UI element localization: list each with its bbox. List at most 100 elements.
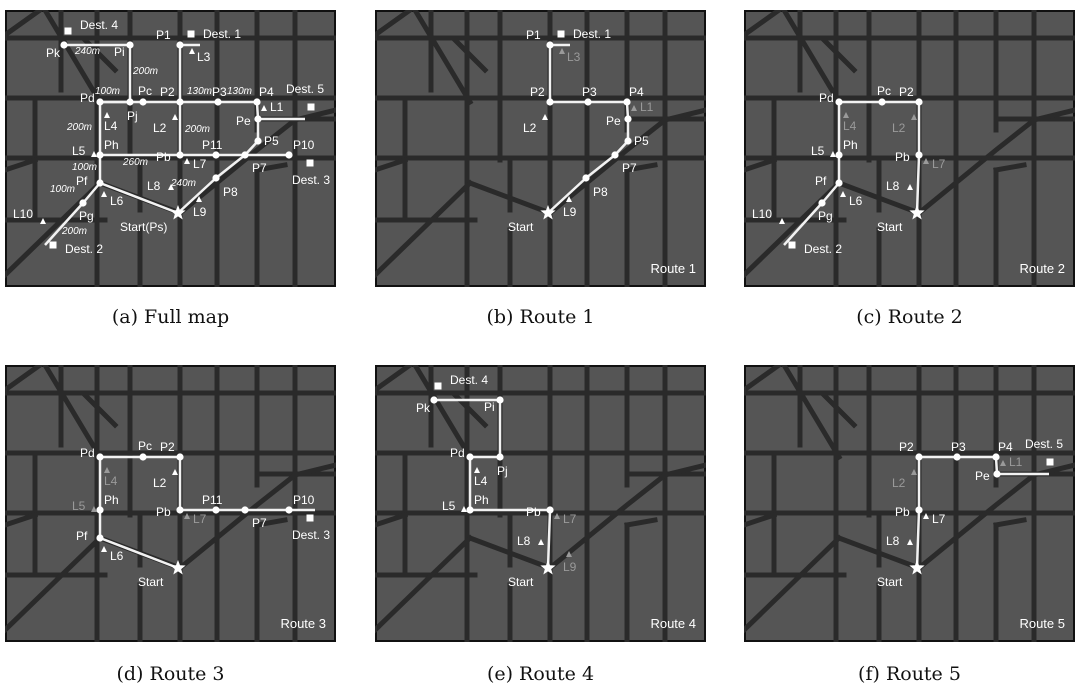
destination-marker bbox=[434, 382, 442, 390]
destination-label: Dest. 4 bbox=[80, 18, 118, 32]
waypoint-pj bbox=[126, 98, 134, 106]
waypoint-p4 bbox=[992, 453, 1000, 461]
road bbox=[375, 156, 409, 173]
waypoint-p2 bbox=[546, 98, 554, 106]
landmark-marker-l7 bbox=[923, 158, 929, 164]
waypoint-pb bbox=[176, 506, 184, 514]
route-corner-label: Route 1 bbox=[650, 261, 696, 276]
start-star-icon bbox=[170, 205, 186, 220]
waypoint-label: Pg bbox=[818, 209, 833, 223]
road bbox=[375, 534, 474, 634]
road bbox=[993, 517, 1027, 528]
waypoint-label: Pk bbox=[46, 46, 61, 60]
waypoint-pf bbox=[835, 179, 843, 187]
waypoint-label: P2 bbox=[160, 85, 175, 99]
landmark-marker-l1 bbox=[261, 105, 267, 111]
landmark-marker-l2 bbox=[172, 469, 178, 475]
distance-label: 200m bbox=[66, 122, 92, 133]
waypoint-p1 bbox=[176, 41, 184, 49]
road bbox=[466, 179, 554, 217]
waypoint-pd bbox=[96, 98, 104, 106]
panel-caption: (e) Route 4 bbox=[486, 663, 595, 685]
landmark-marker-l6 bbox=[101, 546, 107, 552]
waypoint-label: Pe bbox=[606, 114, 621, 128]
landmark-marker-l5 bbox=[91, 506, 97, 512]
road bbox=[744, 156, 778, 173]
start-star-icon bbox=[170, 560, 186, 575]
road bbox=[744, 179, 843, 279]
destination-marker bbox=[64, 27, 72, 35]
waypoint-label: Pe bbox=[975, 469, 990, 483]
map-background bbox=[375, 10, 706, 287]
landmark-label: L7 bbox=[193, 512, 207, 526]
distance-label: 200m bbox=[132, 66, 158, 77]
landmark-label: L2 bbox=[892, 476, 906, 490]
waypoint-ph bbox=[466, 506, 474, 514]
landmark-label: L1 bbox=[640, 100, 654, 114]
start-star-icon bbox=[909, 560, 925, 575]
waypoint-pe bbox=[993, 470, 1001, 478]
landmark-label: L5 bbox=[442, 499, 456, 513]
road bbox=[744, 511, 778, 528]
road bbox=[744, 365, 783, 394]
route-path bbox=[99, 181, 179, 215]
road bbox=[624, 517, 658, 528]
landmark-label: L4 bbox=[104, 474, 118, 488]
map-panel-a: Pk Pi P1 Pd Pc Pj P2 P3 P4 Pe Ph P5 P10 P11 Pb P7 P8 Pf Pg… bbox=[5, 10, 336, 287]
landmark-label: L5 bbox=[72, 144, 86, 158]
waypoint-label: P5 bbox=[264, 134, 279, 148]
waypoint-label: Pb bbox=[895, 505, 910, 519]
waypoint-label: Pf bbox=[76, 529, 88, 543]
waypoint-p11 bbox=[212, 151, 220, 159]
road bbox=[820, 36, 858, 74]
waypoint-pb bbox=[546, 506, 554, 514]
road bbox=[624, 162, 658, 173]
map-background bbox=[5, 365, 336, 642]
landmark-label: L5 bbox=[811, 144, 825, 158]
road bbox=[5, 10, 44, 39]
destination-label: Dest. 5 bbox=[1025, 437, 1063, 451]
waypoint-label: Pc bbox=[138, 84, 152, 98]
waypoint-pe bbox=[254, 115, 262, 123]
waypoint-label: P1 bbox=[526, 28, 541, 42]
road bbox=[412, 10, 474, 106]
waypoint-pc bbox=[139, 98, 147, 106]
map-svg-f: P2 P3 P4 Pe Pb L2 L1 L7 L8 Dest. 5 Start Route 5 bbox=[744, 365, 1075, 642]
distance-label: 240m bbox=[170, 178, 196, 189]
waypoint-p11 bbox=[212, 506, 220, 514]
map-panel-e: Pk Pi Pj Pd Ph Pb L4 L5 L7 L8 L9 Dest. 4 Start Route … bbox=[375, 365, 706, 642]
landmark-marker-l5 bbox=[91, 151, 97, 157]
map-svg-b: P1 P2 P3 P4 Pe P5 P7 P8 L3 L2 L1 L9 Dest. 1 Start Rout… bbox=[375, 10, 706, 287]
waypoint-label: P4 bbox=[259, 85, 274, 99]
waypoint-p8 bbox=[582, 174, 590, 182]
landmark-marker-l4 bbox=[843, 112, 849, 118]
start-label: Start bbox=[138, 575, 164, 589]
road bbox=[176, 107, 336, 217]
landmark-marker-l7 bbox=[923, 513, 929, 519]
waypoint-label: P8 bbox=[593, 185, 608, 199]
waypoint-label: P7 bbox=[252, 161, 267, 175]
destination-marker bbox=[306, 514, 314, 522]
map-svg-e: Pk Pi Pj Pd Ph Pb L4 L5 L7 L8 L9 Dest. 4 Start Route … bbox=[375, 365, 706, 642]
landmark-marker-l8 bbox=[907, 539, 913, 545]
waypoint-label: Pk bbox=[416, 401, 431, 415]
map-svg-c: Pd Pc P2 Ph Pb Pf Pg L4 L2 L5 L7 L8 L6 L10 Dest. 2 Star… bbox=[744, 10, 1075, 287]
waypoint-pc bbox=[878, 98, 886, 106]
landmark-marker-l10 bbox=[779, 218, 785, 224]
waypoint-label: Pb bbox=[895, 150, 910, 164]
waypoint-label: P2 bbox=[899, 440, 914, 454]
waypoint-p2 bbox=[176, 98, 184, 106]
waypoint-label: P7 bbox=[252, 516, 267, 530]
waypoint-pd bbox=[96, 453, 104, 461]
route-corner-label: Route 3 bbox=[280, 616, 326, 631]
waypoint-pg bbox=[79, 199, 87, 207]
waypoint-p3 bbox=[584, 98, 592, 106]
waypoint-p1 bbox=[546, 41, 554, 49]
landmark-label: L7 bbox=[932, 512, 946, 526]
road bbox=[254, 517, 288, 528]
waypoint-p7 bbox=[241, 506, 249, 514]
map-panel-d: Pd Pc P2 Ph Pb P11 P7 P10 Pf L4 L2 L5 L7 L6 Dest. 3 Sta… bbox=[5, 365, 336, 642]
landmark-label: L8 bbox=[517, 534, 531, 548]
road bbox=[5, 534, 104, 634]
landmark-marker-l2 bbox=[911, 469, 917, 475]
